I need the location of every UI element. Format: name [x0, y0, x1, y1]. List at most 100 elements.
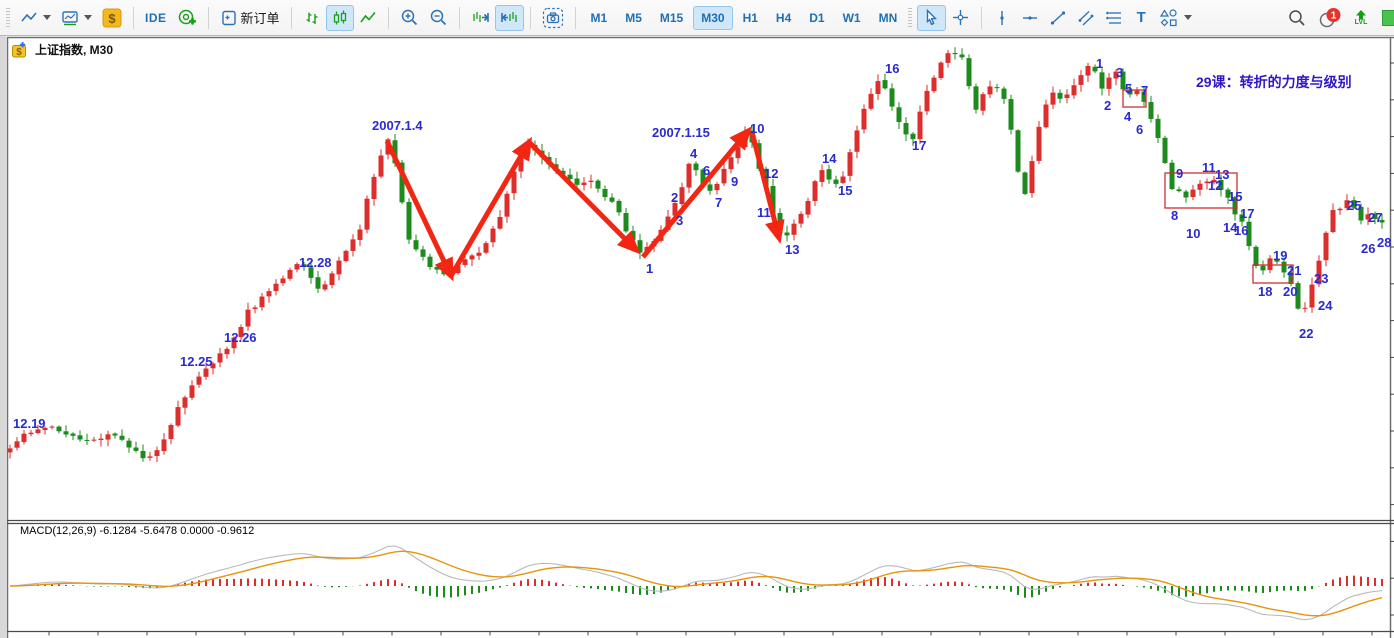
vertical-line-icon [1000, 10, 1004, 25]
toolbar-separator [574, 6, 576, 29]
price-label: 12.28 [299, 255, 332, 270]
wave-number-label: 14 [1223, 220, 1238, 235]
bar-chart-mode-button[interactable] [298, 5, 326, 31]
arrow-up-icon [1355, 9, 1366, 19]
toolbar-grip[interactable] [6, 7, 10, 28]
wave-number-label: 15 [838, 183, 852, 198]
chart-symbol-label: 上证指数, M30 [35, 43, 114, 57]
wave-number-label: 10 [1186, 226, 1200, 241]
search-button[interactable] [1282, 5, 1312, 31]
wave-number-label: 26 [1361, 241, 1375, 256]
chevron-down-icon [84, 15, 92, 20]
timeframe-w1[interactable]: W1 [842, 10, 861, 25]
wave-number-label: 4 [690, 146, 698, 161]
wave-number-label: 13 [785, 242, 799, 257]
timeframe-m30[interactable]: M30 [693, 5, 733, 30]
chevron-down-icon [43, 15, 51, 20]
channel-tool-button[interactable] [1072, 5, 1100, 31]
line-chart-mode-button[interactable] [354, 5, 382, 31]
wave-number-label: 21 [1287, 263, 1301, 278]
toolbar-grip[interactable] [908, 7, 913, 28]
toolbar: $ IDE 新订单 [0, 0, 1394, 36]
trend-arrows[interactable] [384, 126, 785, 282]
cursor-tool-button[interactable] [917, 4, 947, 31]
price-label: 12.19 [13, 416, 46, 431]
wave-number-label: 20 [1283, 284, 1297, 299]
wave-number-label: 5 [1125, 81, 1132, 96]
timeframe-m1[interactable]: M1 [590, 10, 608, 25]
screenshot-button[interactable] [537, 5, 569, 31]
wave-number-label: 23 [1314, 271, 1328, 286]
wave-number-label: 17 [912, 138, 926, 153]
wave-number-label: 16 [885, 61, 899, 76]
wave-number-label: 7 [1141, 83, 1148, 98]
zoom-out-button[interactable] [424, 5, 453, 31]
wave-number-label: 9 [731, 174, 738, 189]
ide-button[interactable]: IDE [140, 5, 172, 31]
trend-arrow[interactable] [641, 126, 752, 259]
trend-arrow[interactable] [749, 131, 785, 244]
symbol-icon: $ [12, 41, 26, 58]
highlight-box[interactable] [1164, 172, 1238, 209]
market-watch-button[interactable] [56, 5, 97, 31]
date-label: 2007.1.4 [372, 118, 423, 133]
horizontal-line-tool-button[interactable] [1016, 5, 1044, 31]
vertical-line-tool-button[interactable] [988, 5, 1016, 31]
shift-end-button[interactable] [466, 5, 495, 31]
lvl-label: LVL [1354, 18, 1368, 26]
trend-arrow[interactable] [448, 136, 533, 278]
chart-type-button[interactable] [15, 5, 56, 31]
wave-number-label: 27 [1368, 210, 1382, 225]
trend-arrow[interactable] [384, 139, 454, 282]
notification-badge: 1 [1331, 10, 1337, 21]
algo-trading-button[interactable] [172, 5, 202, 31]
trendline-tool-button[interactable] [1044, 5, 1072, 31]
shapes-icon [1160, 8, 1177, 26]
text-tool-icon: T [1136, 9, 1146, 26]
toolbar-separator [207, 6, 209, 29]
timeframe-h1[interactable]: H1 [742, 10, 758, 25]
wave-number-label: 14 [822, 151, 837, 166]
wave-number-label: 11 [1202, 160, 1216, 175]
timeframe-h4[interactable]: H4 [775, 10, 792, 25]
highlight-box[interactable] [1252, 264, 1294, 284]
new-order-icon [221, 10, 236, 25]
timeframe-m5[interactable]: M5 [625, 10, 642, 25]
wave-number-label: 10 [750, 121, 764, 136]
market-watch-icon [62, 10, 78, 25]
symbol-properties-button[interactable]: $ [97, 5, 127, 31]
annotation-boxes[interactable] [1122, 89, 1294, 284]
auto-scroll-button[interactable] [494, 4, 524, 31]
shift-end-icon [472, 12, 489, 22]
svg-text:$: $ [108, 11, 116, 26]
zoom-out-icon [430, 9, 446, 26]
shapes-tool-button[interactable] [1154, 5, 1197, 31]
camera-icon [542, 7, 563, 28]
wave-number-label: 12 [1208, 178, 1222, 193]
zoom-in-button[interactable] [395, 5, 424, 31]
text-tool-button[interactable]: T [1128, 5, 1154, 31]
new-order-button[interactable]: 新订单 [215, 5, 285, 31]
timeframe-m15[interactable]: M15 [659, 10, 684, 25]
highlight-box[interactable] [1122, 89, 1147, 108]
lvl-button[interactable]: LVL [1348, 5, 1374, 31]
crosshair-tool-button[interactable] [946, 5, 975, 31]
wave-number-label: 18 [1258, 284, 1272, 299]
candlestick-icon [333, 10, 346, 24]
candlestick-mode-button[interactable] [325, 4, 354, 31]
new-order-label: 新订单 [240, 11, 280, 26]
search-icon [1289, 9, 1305, 26]
timeframe-d1[interactable]: D1 [809, 10, 825, 25]
wave-number-label: 24 [1318, 298, 1333, 313]
wave-number-label: 4 [1124, 109, 1132, 124]
equidistant-lines-tool-button[interactable] [1100, 5, 1128, 31]
line-mode-icon [359, 11, 376, 22]
lesson-title-label: 29课：转折的力度与级别 [1196, 74, 1352, 90]
trend-arrow[interactable] [527, 140, 641, 255]
timeframe-mn[interactable]: MN [878, 10, 898, 25]
notifications-button[interactable]: 1 [1312, 5, 1348, 31]
toolbar-separator [529, 6, 531, 29]
toolbar-separator [387, 6, 389, 29]
price-label: 12.26 [224, 330, 257, 345]
